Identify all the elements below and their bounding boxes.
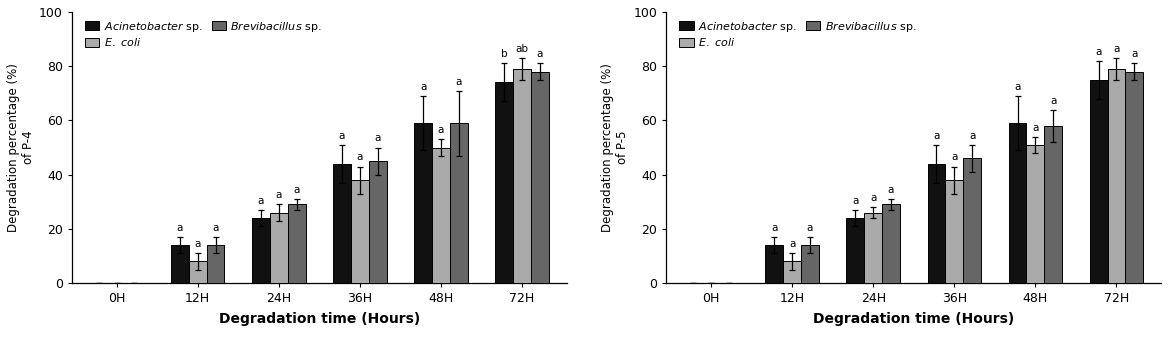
Text: a: a bbox=[536, 49, 543, 60]
Text: ab: ab bbox=[515, 44, 529, 54]
Bar bbox=[1107, 69, 1126, 283]
Text: a: a bbox=[870, 193, 876, 203]
Bar bbox=[369, 161, 387, 283]
Text: a: a bbox=[1131, 49, 1138, 60]
Text: a: a bbox=[1096, 47, 1101, 57]
Legend: $\mathit{Acinetobacter}$ sp., $\mathit{E.\ coli}$, $\mathit{Brevibacillus}$ sp.: $\mathit{Acinetobacter}$ sp., $\mathit{E… bbox=[83, 17, 325, 51]
Text: a: a bbox=[771, 223, 778, 233]
Text: a: a bbox=[375, 134, 381, 143]
Text: a: a bbox=[293, 185, 300, 195]
Bar bbox=[945, 180, 964, 283]
Bar bbox=[882, 204, 901, 283]
Text: a: a bbox=[969, 131, 975, 141]
Bar bbox=[350, 180, 369, 283]
Text: a: a bbox=[788, 239, 795, 249]
Text: a: a bbox=[456, 77, 463, 86]
Bar bbox=[333, 164, 350, 283]
Bar bbox=[927, 164, 945, 283]
Bar bbox=[864, 213, 882, 283]
Bar bbox=[784, 261, 801, 283]
Bar bbox=[252, 218, 270, 283]
Text: a: a bbox=[420, 82, 426, 92]
Text: a: a bbox=[276, 191, 281, 200]
Bar bbox=[801, 245, 819, 283]
Y-axis label: Degradation percentage (%)
of P-4: Degradation percentage (%) of P-4 bbox=[7, 63, 35, 232]
X-axis label: Degradation time (Hours): Degradation time (Hours) bbox=[813, 312, 1014, 326]
Text: a: a bbox=[339, 131, 346, 141]
Text: a: a bbox=[1050, 95, 1056, 106]
Text: a: a bbox=[356, 152, 363, 163]
Text: a: a bbox=[258, 196, 264, 206]
Bar bbox=[432, 147, 450, 283]
Text: b: b bbox=[501, 49, 508, 60]
Text: a: a bbox=[1033, 123, 1038, 132]
Bar bbox=[1090, 80, 1107, 283]
Bar bbox=[847, 218, 864, 283]
Legend: $\mathit{Acinetobacter}$ sp., $\mathit{E.\ coli}$, $\mathit{Brevibacillus}$ sp.: $\mathit{Acinetobacter}$ sp., $\mathit{E… bbox=[677, 17, 919, 51]
Text: a: a bbox=[888, 185, 895, 195]
Y-axis label: Degradation percentage (%)
of P-5: Degradation percentage (%) of P-5 bbox=[602, 63, 630, 232]
Text: a: a bbox=[933, 131, 939, 141]
Bar bbox=[287, 204, 306, 283]
Text: a: a bbox=[1113, 44, 1120, 54]
Bar bbox=[1126, 72, 1143, 283]
Bar bbox=[207, 245, 224, 283]
Text: a: a bbox=[213, 223, 218, 233]
Text: a: a bbox=[195, 239, 201, 249]
Text: a: a bbox=[807, 223, 813, 233]
Bar bbox=[531, 72, 549, 283]
Bar bbox=[765, 245, 784, 283]
Text: a: a bbox=[951, 152, 958, 163]
X-axis label: Degradation time (Hours): Degradation time (Hours) bbox=[218, 312, 420, 326]
Bar bbox=[171, 245, 189, 283]
Bar bbox=[1009, 123, 1027, 283]
Bar bbox=[513, 69, 531, 283]
Text: a: a bbox=[176, 223, 183, 233]
Bar bbox=[964, 158, 981, 283]
Text: a: a bbox=[1014, 82, 1021, 92]
Text: a: a bbox=[853, 196, 858, 206]
Bar bbox=[450, 123, 467, 283]
Bar bbox=[415, 123, 432, 283]
Text: a: a bbox=[438, 125, 444, 135]
Bar bbox=[189, 261, 207, 283]
Bar bbox=[1044, 126, 1062, 283]
Bar bbox=[495, 82, 513, 283]
Bar bbox=[270, 213, 287, 283]
Bar bbox=[1027, 145, 1044, 283]
